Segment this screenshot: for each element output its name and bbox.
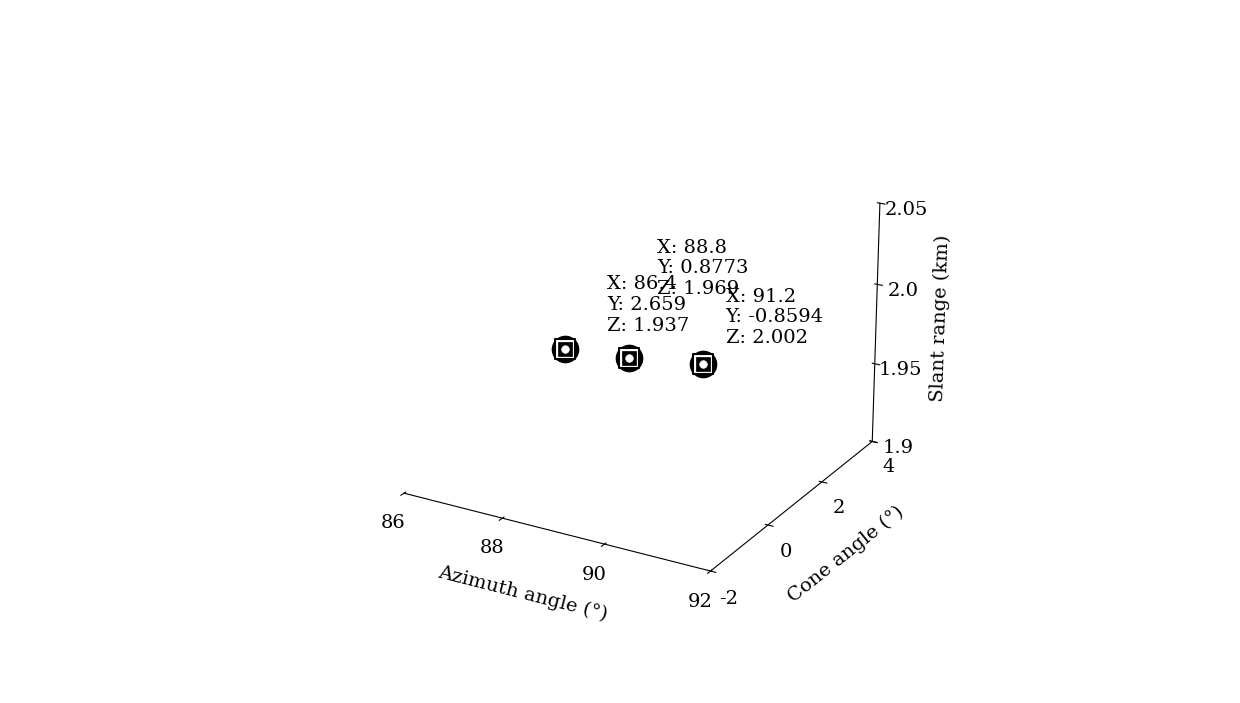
Y-axis label: Cone angle (°): Cone angle (°) bbox=[784, 503, 906, 606]
X-axis label: Azimuth angle (°): Azimuth angle (°) bbox=[435, 563, 609, 624]
